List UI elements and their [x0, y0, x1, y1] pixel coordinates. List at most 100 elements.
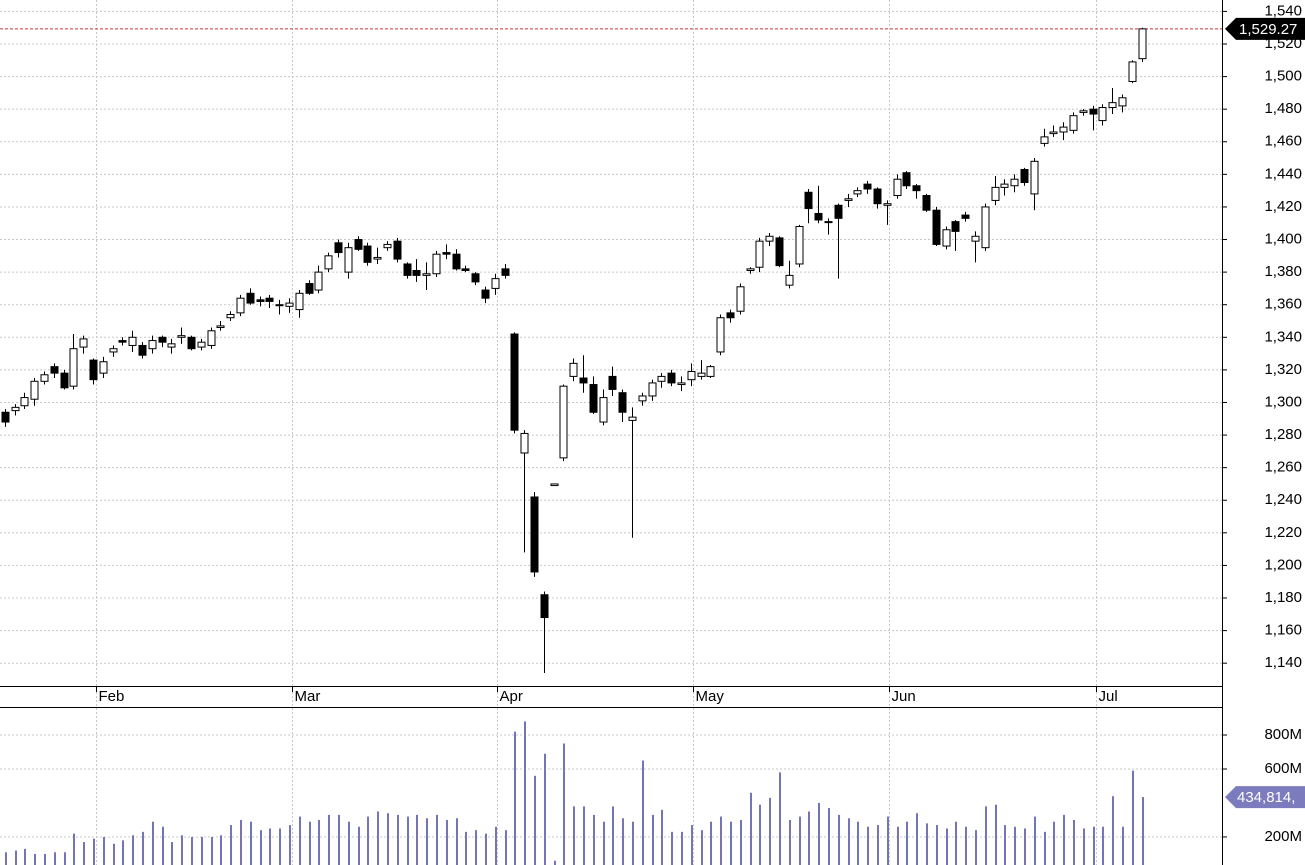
volume-bar: [83, 842, 85, 865]
candle-body: [471, 273, 480, 283]
volume-bar: [563, 743, 565, 865]
candle-body: [373, 256, 382, 260]
volume-bar: [103, 836, 105, 865]
candle-body: [579, 377, 588, 384]
volume-bar: [583, 806, 585, 865]
candle-body: [755, 240, 764, 268]
volume-bar: [191, 836, 193, 865]
volume-bar: [465, 831, 467, 865]
candle-body: [461, 268, 470, 271]
candle-body: [30, 380, 39, 400]
candle-body: [824, 221, 833, 224]
volume-bar: [240, 819, 242, 865]
volume-bar: [475, 830, 477, 865]
volume-bar: [975, 830, 977, 865]
last-volume-label: 434,814,: [1237, 789, 1295, 806]
candle-body: [246, 292, 255, 304]
y-tick-label: 1,300: [1264, 393, 1302, 410]
candle-body: [706, 366, 715, 377]
volume-bar: [73, 833, 75, 865]
volume-bar: [318, 819, 320, 865]
volume-bar: [828, 808, 830, 865]
volume-bar: [377, 811, 379, 865]
candle-body: [608, 375, 617, 390]
volume-bar: [838, 814, 840, 865]
y-tick-label: 1,500: [1264, 68, 1302, 85]
last-price-label: 1,529.27: [1239, 21, 1297, 38]
candle-body: [324, 255, 333, 270]
candle-body: [216, 325, 225, 329]
volume-bar: [348, 821, 350, 865]
candle-body: [765, 235, 774, 242]
candle-body: [1000, 183, 1009, 188]
volume-bar: [5, 852, 7, 865]
volume-bar: [701, 830, 703, 865]
volume-bar: [897, 826, 899, 865]
x-tick-label: Jun: [892, 688, 916, 705]
volume-bar: [132, 835, 134, 865]
volume-bar: [661, 809, 663, 865]
candle-body: [687, 371, 696, 381]
volume-bar: [426, 818, 428, 865]
volume-bar: [877, 825, 879, 865]
candle-body: [922, 195, 931, 211]
volume-bar: [1112, 796, 1114, 865]
last-volume-tag: [1225, 786, 1305, 809]
volume-bar: [730, 821, 732, 865]
volume-bar: [936, 825, 938, 865]
volume-bar: [122, 840, 124, 865]
volume-bar: [436, 814, 438, 865]
y-tick-label: 1,200: [1264, 556, 1302, 573]
y-tick-label: 1,280: [1264, 426, 1302, 443]
volume-bar: [1053, 821, 1055, 865]
volume-bar: [24, 848, 26, 865]
candle-body: [795, 225, 804, 265]
candle-body: [167, 343, 176, 348]
volume-bar: [1014, 826, 1016, 865]
candle-body: [177, 335, 186, 338]
candle-body: [1010, 178, 1019, 187]
candle-body: [530, 496, 539, 573]
candle-body: [265, 297, 274, 302]
candle-body: [932, 209, 941, 245]
y-tick-label: 1,180: [1264, 589, 1302, 606]
volume-bar: [152, 821, 154, 865]
volume-bar: [544, 753, 546, 865]
volume-bar: [789, 819, 791, 865]
candle-body: [11, 406, 20, 412]
volume-bar: [456, 818, 458, 865]
volume-bar: [642, 760, 644, 865]
candle-body: [50, 366, 59, 374]
candle-body: [334, 242, 343, 254]
candle-body: [60, 372, 69, 389]
candle-body: [275, 304, 284, 307]
volume-bar: [328, 814, 330, 865]
volume-bar: [34, 853, 36, 865]
candle-body: [412, 269, 421, 276]
candle-body: [40, 374, 49, 382]
volume-bar: [162, 826, 164, 865]
candle-body: [853, 190, 862, 195]
candle-body: [628, 416, 637, 421]
volume-bar: [906, 821, 908, 865]
candle-body: [746, 268, 755, 271]
volume-bar: [1034, 816, 1036, 865]
y-tick-label: 1,140: [1264, 654, 1302, 671]
candle-body: [510, 333, 519, 431]
volume-bar: [338, 814, 340, 865]
candle-body: [569, 362, 578, 377]
volume-bar: [1024, 828, 1026, 865]
candle-body: [138, 344, 147, 356]
volume-bar: [505, 830, 507, 865]
volume-bar: [44, 853, 46, 865]
volume-bar: [289, 825, 291, 865]
candle-body: [432, 253, 441, 275]
volume-bar: [485, 833, 487, 865]
candle-body: [314, 271, 323, 291]
candle-body: [1, 411, 10, 423]
volume-bar: [1132, 770, 1134, 865]
candle-body: [1089, 108, 1098, 115]
volume-bar: [113, 843, 115, 865]
x-tick-label: Mar: [295, 688, 321, 705]
